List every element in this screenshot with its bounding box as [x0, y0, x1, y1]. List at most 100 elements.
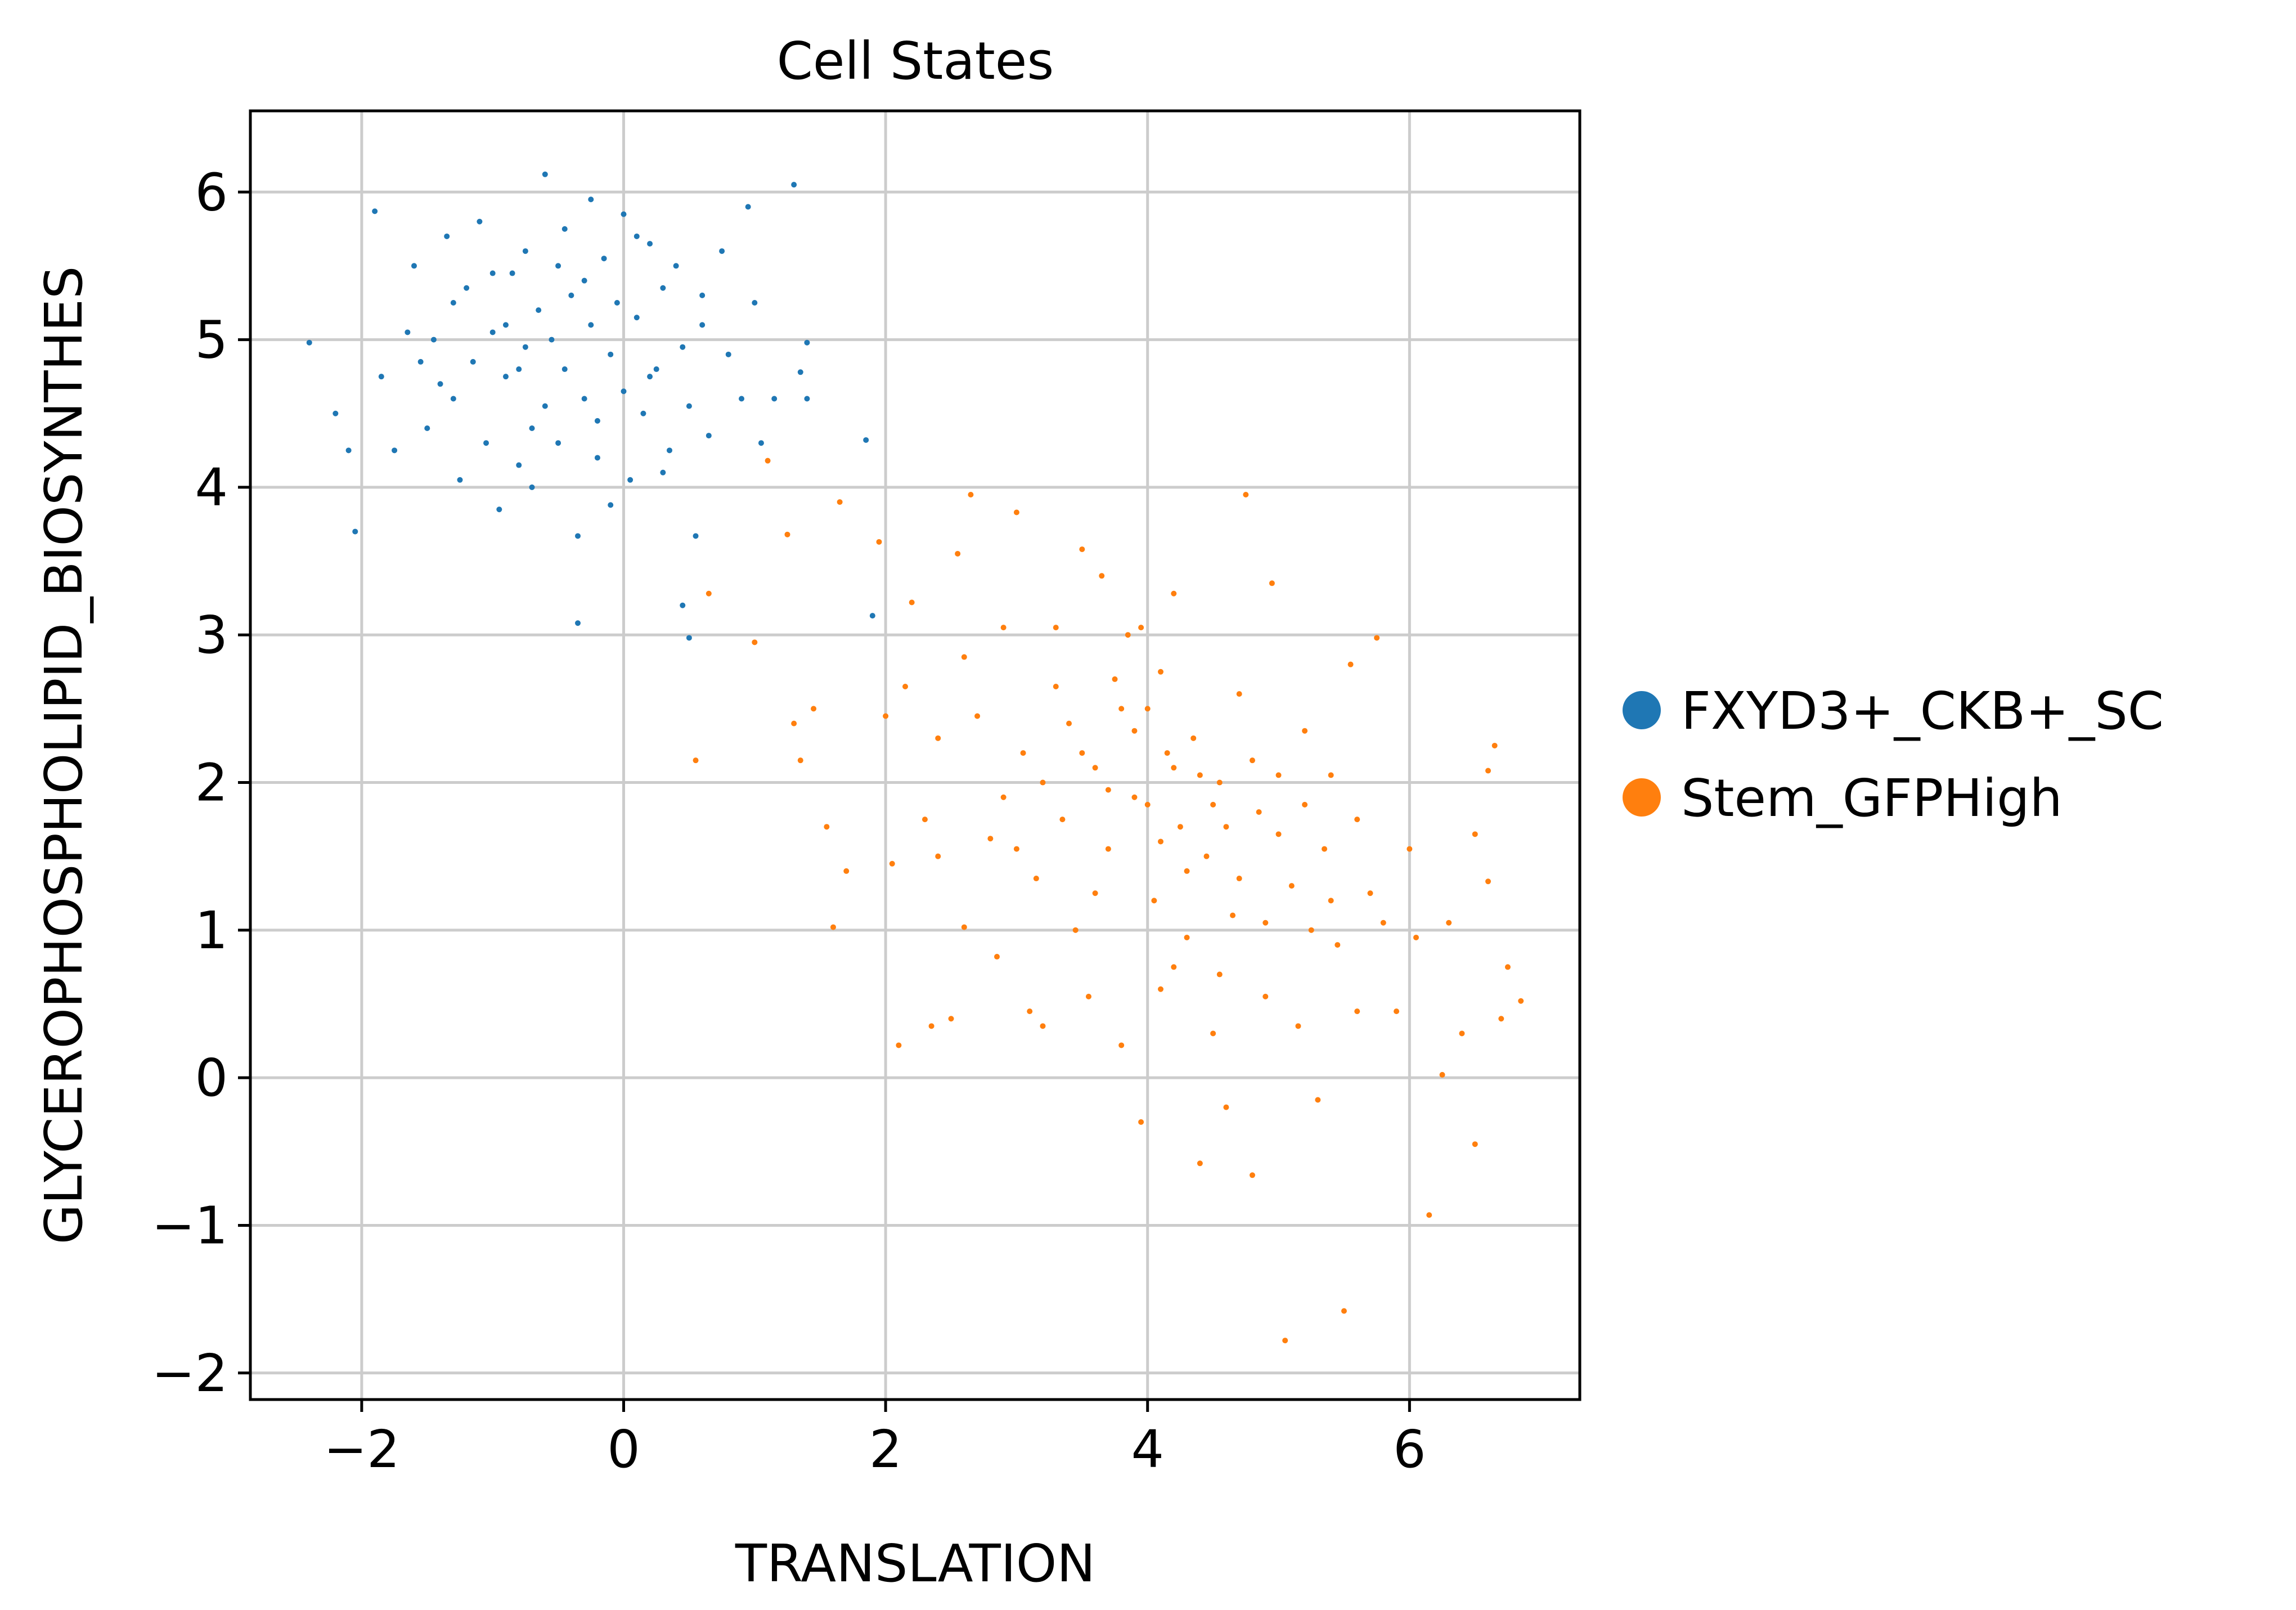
data-point	[502, 322, 509, 328]
data-point	[1328, 898, 1334, 904]
data-point	[1138, 625, 1144, 631]
data-point	[405, 329, 411, 335]
data-point	[745, 204, 751, 210]
data-point	[555, 263, 561, 269]
data-point	[955, 550, 961, 557]
data-point	[725, 351, 731, 357]
data-point	[614, 300, 620, 306]
data-point	[1105, 846, 1111, 852]
data-point	[1256, 809, 1262, 815]
data-point	[1131, 794, 1138, 800]
data-point	[1446, 920, 1452, 926]
y-tick-label: 4	[195, 458, 228, 518]
y-tick-label: 1	[195, 900, 228, 961]
data-point	[706, 433, 712, 439]
x-tick-label: 4	[1131, 1419, 1164, 1479]
data-point	[935, 735, 941, 741]
data-point	[392, 447, 398, 454]
y-tick-label: 3	[195, 605, 228, 665]
data-point	[542, 403, 548, 409]
data-point	[450, 300, 456, 306]
data-point	[666, 447, 672, 454]
data-point	[922, 817, 928, 823]
data-point	[1000, 625, 1007, 631]
data-point	[1177, 824, 1183, 830]
data-point	[653, 366, 659, 373]
data-point	[1302, 801, 1308, 808]
data-point	[824, 824, 830, 830]
data-point	[811, 706, 817, 712]
data-point	[1518, 998, 1524, 1004]
data-point	[588, 196, 594, 203]
data-point	[621, 211, 627, 217]
data-point	[489, 270, 496, 276]
data-point	[758, 440, 764, 446]
data-point	[594, 418, 600, 424]
data-point	[686, 403, 692, 409]
data-point	[561, 366, 568, 373]
chart-title: Cell States	[777, 31, 1054, 91]
data-point	[575, 533, 581, 539]
data-point	[1171, 590, 1177, 597]
data-point	[1341, 1308, 1347, 1314]
data-point	[430, 337, 437, 343]
plot-frame	[249, 109, 1581, 1401]
data-point	[1079, 546, 1085, 553]
data-point	[791, 720, 797, 726]
legend-label: FXYD3+_CKB+_SC	[1681, 681, 2164, 741]
data-point	[1190, 735, 1197, 741]
data-point	[935, 853, 941, 859]
data-point	[699, 292, 706, 298]
data-point	[437, 381, 443, 387]
data-point	[627, 477, 633, 483]
data-point	[1347, 661, 1354, 667]
data-point	[1243, 492, 1249, 498]
data-point	[1125, 632, 1131, 638]
data-point	[1059, 817, 1066, 823]
data-point	[1230, 912, 1236, 918]
data-point	[509, 270, 515, 276]
data-point	[647, 241, 653, 247]
data-point	[1413, 934, 1419, 940]
data-point	[549, 337, 555, 343]
data-point	[673, 263, 679, 269]
data-point	[1302, 728, 1308, 734]
data-point	[536, 307, 542, 313]
data-point	[909, 599, 915, 606]
data-point	[739, 396, 745, 402]
data-point	[1275, 831, 1282, 837]
data-point	[1158, 838, 1164, 845]
data-point	[588, 322, 594, 328]
data-point	[417, 358, 424, 365]
grid-lines	[250, 111, 1580, 1400]
data-point	[843, 868, 850, 874]
data-point	[752, 300, 758, 306]
data-point	[1066, 720, 1072, 726]
data-point	[1040, 1023, 1046, 1029]
data-point	[1485, 768, 1491, 774]
data-point	[876, 539, 882, 545]
data-point	[1085, 993, 1091, 999]
data-point	[1282, 1338, 1288, 1344]
data-point	[1223, 1104, 1229, 1110]
data-point	[928, 1023, 934, 1029]
y-axis-ticks: −2 −1 0 1 2 3 4 5 6	[151, 162, 250, 1403]
data-point	[1079, 750, 1085, 756]
data-points	[306, 171, 1524, 1344]
data-point	[1275, 772, 1282, 778]
data-point	[424, 425, 430, 431]
data-point	[633, 233, 640, 239]
x-axis-ticks: −2 0 2 4 6	[323, 1400, 1426, 1479]
data-point	[1485, 878, 1491, 885]
data-point	[1216, 971, 1223, 977]
data-point	[902, 684, 909, 690]
data-point	[1210, 801, 1216, 808]
data-point	[1144, 801, 1151, 808]
data-point	[489, 329, 496, 335]
data-point	[561, 226, 568, 232]
data-point	[581, 396, 587, 402]
data-point	[797, 369, 803, 375]
data-point	[1203, 853, 1210, 859]
data-point	[1216, 779, 1223, 786]
data-point	[1184, 934, 1190, 940]
